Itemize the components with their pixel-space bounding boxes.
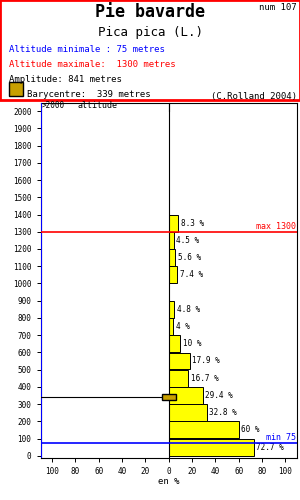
- Bar: [169, 404, 207, 421]
- Text: Altitude maximale:  1300 metres: Altitude maximale: 1300 metres: [9, 60, 175, 69]
- Text: 32.8 %: 32.8 %: [209, 408, 237, 417]
- Bar: [169, 422, 239, 438]
- Text: 72.7 %: 72.7 %: [256, 442, 284, 452]
- Text: 16.7 %: 16.7 %: [190, 374, 218, 382]
- Text: num 107: num 107: [260, 3, 297, 12]
- Text: Pica pica (L.): Pica pica (L.): [98, 26, 202, 39]
- Bar: [169, 249, 175, 266]
- Text: >2000: >2000: [42, 100, 65, 110]
- Bar: [162, 394, 176, 400]
- Bar: [169, 387, 203, 404]
- Text: min 75: min 75: [266, 432, 296, 442]
- Bar: [169, 352, 190, 370]
- Text: 29.4 %: 29.4 %: [206, 391, 233, 400]
- Text: Pie bavarde: Pie bavarde: [95, 3, 205, 21]
- Text: Amplitude: 841 metres: Amplitude: 841 metres: [9, 75, 122, 84]
- X-axis label: en %: en %: [158, 477, 179, 486]
- Text: max 1300: max 1300: [256, 222, 296, 230]
- Bar: [9, 82, 22, 96]
- Text: 5.6 %: 5.6 %: [178, 253, 201, 262]
- Bar: [169, 214, 178, 232]
- Bar: [169, 266, 177, 283]
- Text: 4.5 %: 4.5 %: [176, 236, 200, 245]
- Bar: [169, 318, 173, 335]
- Text: 7.4 %: 7.4 %: [180, 270, 203, 280]
- Bar: [169, 370, 188, 386]
- Text: 8.3 %: 8.3 %: [181, 218, 204, 228]
- Text: altitude: altitude: [78, 100, 118, 110]
- Bar: [169, 336, 180, 352]
- Text: 4 %: 4 %: [176, 322, 190, 331]
- Bar: [169, 301, 174, 318]
- Text: (C.Rolland 2004): (C.Rolland 2004): [211, 92, 297, 101]
- Text: 10 %: 10 %: [183, 340, 201, 348]
- Text: Altitude minimale : 75 metres: Altitude minimale : 75 metres: [9, 45, 165, 54]
- Bar: [169, 438, 254, 456]
- Text: 60 %: 60 %: [241, 426, 260, 434]
- Bar: [169, 232, 174, 249]
- Text: Barycentre:  339 metres: Barycentre: 339 metres: [27, 90, 151, 99]
- Text: 4.8 %: 4.8 %: [177, 305, 200, 314]
- Text: 17.9 %: 17.9 %: [192, 356, 220, 366]
